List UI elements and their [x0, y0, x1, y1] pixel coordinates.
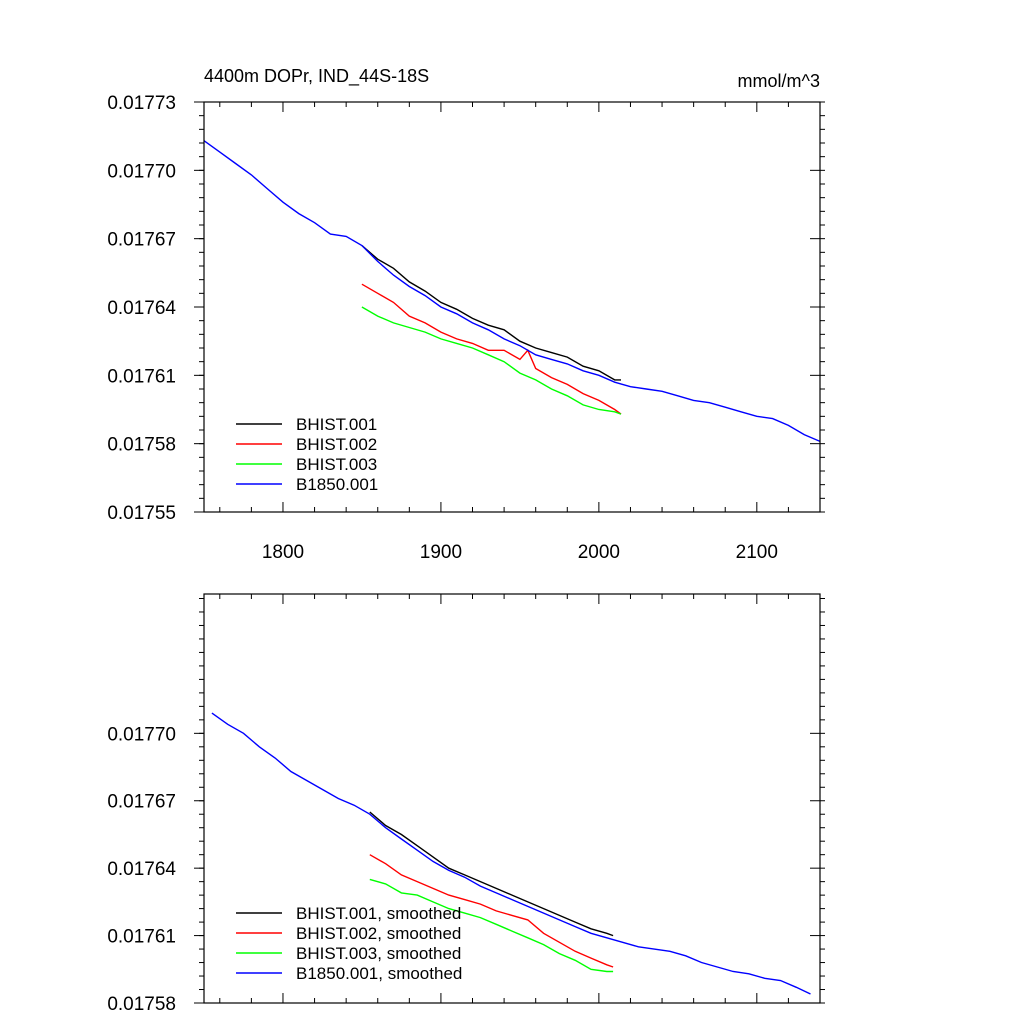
bottom-legend-label-1: BHIST.002, smoothed: [296, 924, 461, 943]
bottom-y-tick-label: 0.01764: [107, 859, 176, 880]
top-y-tick-label: 0.01773: [107, 93, 176, 114]
top-y-tick-label: 0.01755: [107, 503, 176, 524]
chart-title: 4400m DOPr, IND_44S-18S: [204, 66, 429, 87]
bottom-axes: 0.01758 0.01761 0.01764 0.01767 0.01770: [107, 593, 825, 1015]
top-series-line-0: [361, 244, 621, 381]
bottom-legend-label-2: BHIST.003, smoothed: [296, 944, 461, 963]
bottom-legend-label-3: B1850.001, smoothed: [296, 964, 462, 983]
top-y-tick-label: 0.01770: [107, 161, 176, 182]
top-series-layer: [203, 140, 821, 443]
top-x-tick-label: 2100: [736, 542, 778, 563]
bottom-legend-label-0: BHIST.001, smoothed: [296, 904, 461, 923]
top-legend-label-0: BHIST.001: [296, 415, 377, 434]
top-series-line-3: [203, 140, 821, 443]
top-y-tick-label: 0.01764: [107, 298, 176, 319]
top-x-tick-label: 1800: [262, 542, 304, 563]
bottom-y-tick-label: 0.01758: [107, 994, 176, 1015]
top-legend-label-2: BHIST.003: [296, 455, 377, 474]
bottom-panel: 0.01758 0.01761 0.01764 0.01767 0.01770 BHIS…: [107, 593, 825, 1015]
top-axes: 1800 1900 2000 2100 0.01755 0.01758 0.01761 0.0…: [107, 93, 825, 563]
bottom-series-layer: [211, 712, 811, 995]
bottom-y-tick-label: 0.01767: [107, 792, 176, 813]
top-y-tick-label: 0.01761: [107, 366, 176, 387]
bottom-y-tick-label: 0.01770: [107, 724, 176, 745]
bottom-plot-frame: [203, 593, 821, 1004]
top-panel: 4400m DOPr, IND_44S-18S mmol/m^3 1800 190…: [107, 66, 825, 563]
bottom-series-line-1: [369, 854, 614, 968]
top-series-line-2: [361, 306, 622, 415]
top-legend-label-1: BHIST.002: [296, 435, 377, 454]
bottom-series-line-0: [369, 811, 614, 937]
top-legend-label-3: B1850.001: [296, 475, 378, 494]
bottom-series-line-2: [369, 878, 614, 973]
top-y-tick-label: 0.01767: [107, 230, 176, 251]
top-series-line-1: [361, 283, 622, 415]
top-x-tick-label: 2000: [578, 542, 620, 563]
bottom-series-line-3: [211, 712, 811, 995]
top-y-tick-label: 0.01758: [107, 435, 176, 456]
units-label: mmol/m^3: [738, 71, 820, 91]
bottom-y-tick-label: 0.01761: [107, 927, 176, 948]
top-x-tick-label: 1900: [420, 542, 462, 563]
